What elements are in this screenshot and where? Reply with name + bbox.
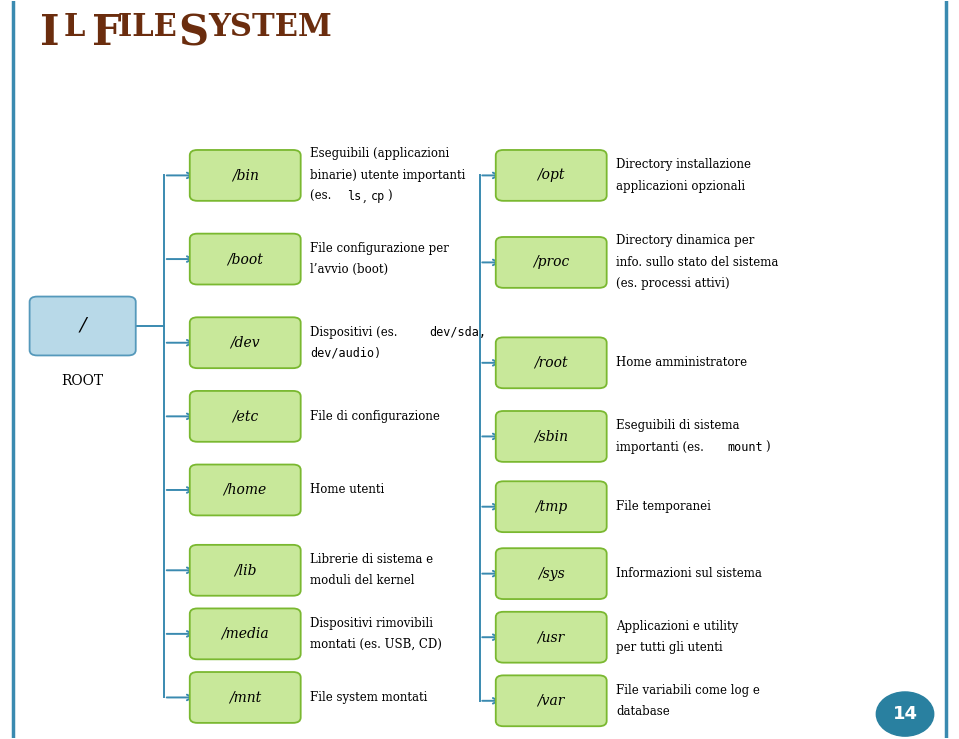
Text: /proc: /proc bbox=[533, 256, 570, 270]
Text: Applicazioni e utility: Applicazioni e utility bbox=[617, 620, 738, 633]
FancyBboxPatch shape bbox=[496, 548, 607, 599]
Text: File configurazione per: File configurazione per bbox=[311, 242, 449, 255]
FancyBboxPatch shape bbox=[496, 675, 607, 726]
Text: Directory installazione: Directory installazione bbox=[617, 158, 751, 171]
Text: 14: 14 bbox=[893, 705, 918, 723]
Text: /boot: /boot bbox=[227, 252, 263, 266]
FancyBboxPatch shape bbox=[496, 338, 607, 388]
Text: /lib: /lib bbox=[234, 563, 256, 577]
Text: Home utenti: Home utenti bbox=[311, 483, 385, 497]
Text: /sys: /sys bbox=[538, 567, 565, 581]
Text: /dev: /dev bbox=[230, 336, 260, 350]
FancyBboxPatch shape bbox=[190, 672, 301, 723]
Text: File variabili come log e: File variabili come log e bbox=[617, 684, 760, 697]
Text: database: database bbox=[617, 705, 670, 718]
Text: importanti (es.: importanti (es. bbox=[617, 440, 708, 454]
Text: File di configurazione: File di configurazione bbox=[311, 410, 440, 423]
Text: L: L bbox=[63, 13, 96, 44]
Text: File system montati: File system montati bbox=[311, 691, 428, 704]
Text: Informazioni sul sistema: Informazioni sul sistema bbox=[617, 567, 762, 580]
FancyBboxPatch shape bbox=[190, 608, 301, 659]
Text: File temporanei: File temporanei bbox=[617, 500, 712, 513]
Text: info. sullo stato del sistema: info. sullo stato del sistema bbox=[617, 256, 779, 269]
Text: I: I bbox=[39, 13, 59, 55]
Text: ): ) bbox=[765, 440, 770, 454]
FancyBboxPatch shape bbox=[190, 317, 301, 368]
Text: Eseguibili (applicazioni: Eseguibili (applicazioni bbox=[311, 148, 450, 160]
FancyBboxPatch shape bbox=[496, 612, 607, 663]
Text: Home amministratore: Home amministratore bbox=[617, 356, 747, 370]
Text: dev/audio): dev/audio) bbox=[311, 347, 382, 360]
Text: Librerie di sistema e: Librerie di sistema e bbox=[311, 553, 433, 566]
Text: moduli del kernel: moduli del kernel bbox=[311, 574, 414, 588]
FancyBboxPatch shape bbox=[30, 296, 136, 355]
FancyBboxPatch shape bbox=[190, 391, 301, 442]
Text: cp: cp bbox=[370, 191, 385, 203]
Text: l’avvio (boot): l’avvio (boot) bbox=[311, 263, 388, 276]
Text: /bin: /bin bbox=[232, 168, 259, 183]
Text: montati (es. USB, CD): montati (es. USB, CD) bbox=[311, 638, 442, 651]
Text: /: / bbox=[80, 317, 86, 335]
Text: Eseguibili di sistema: Eseguibili di sistema bbox=[617, 419, 739, 432]
Text: Directory dinamica per: Directory dinamica per bbox=[617, 234, 755, 248]
FancyBboxPatch shape bbox=[190, 150, 301, 201]
Text: /tmp: /tmp bbox=[535, 500, 568, 514]
Text: Dispositivi rimovibili: Dispositivi rimovibili bbox=[311, 616, 433, 630]
Text: (es. processi attivi): (es. processi attivi) bbox=[617, 277, 730, 290]
FancyBboxPatch shape bbox=[496, 150, 607, 201]
Text: /var: /var bbox=[538, 694, 565, 708]
Text: /mnt: /mnt bbox=[229, 690, 262, 704]
Text: /etc: /etc bbox=[232, 409, 258, 423]
FancyBboxPatch shape bbox=[496, 237, 607, 288]
Text: S: S bbox=[178, 13, 208, 55]
Text: ILE: ILE bbox=[118, 13, 188, 44]
Text: ROOT: ROOT bbox=[61, 373, 104, 387]
Text: F: F bbox=[92, 13, 122, 55]
Text: mount: mount bbox=[727, 440, 762, 454]
FancyBboxPatch shape bbox=[190, 234, 301, 285]
Text: ,: , bbox=[363, 191, 370, 203]
Text: YSTEM: YSTEM bbox=[208, 13, 332, 44]
Text: binarie) utente importanti: binarie) utente importanti bbox=[311, 169, 466, 182]
Text: /opt: /opt bbox=[537, 168, 565, 183]
FancyBboxPatch shape bbox=[190, 465, 301, 515]
FancyBboxPatch shape bbox=[190, 545, 301, 596]
Text: applicazioni opzionali: applicazioni opzionali bbox=[617, 180, 745, 193]
Text: ls: ls bbox=[346, 191, 361, 203]
Text: /home: /home bbox=[223, 483, 267, 497]
FancyBboxPatch shape bbox=[496, 411, 607, 462]
Text: per tutti gli utenti: per tutti gli utenti bbox=[617, 641, 723, 655]
Text: /sbin: /sbin bbox=[534, 429, 569, 443]
Circle shape bbox=[877, 692, 934, 736]
FancyBboxPatch shape bbox=[496, 481, 607, 532]
Text: /usr: /usr bbox=[538, 630, 565, 644]
Text: ): ) bbox=[386, 191, 391, 203]
Text: dev/sda,: dev/sda, bbox=[429, 325, 486, 338]
Text: /media: /media bbox=[222, 627, 269, 641]
Text: /root: /root bbox=[534, 355, 568, 370]
Text: (es.: (es. bbox=[311, 191, 336, 203]
Text: Dispositivi (es.: Dispositivi (es. bbox=[311, 325, 402, 338]
